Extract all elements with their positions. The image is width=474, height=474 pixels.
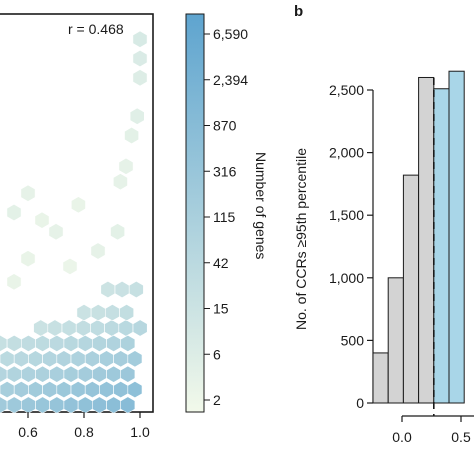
hex-cell bbox=[20, 184, 36, 202]
colorbar-tick-label: 2,394 bbox=[213, 72, 248, 88]
hex-cell bbox=[6, 203, 22, 222]
hex-cell bbox=[120, 396, 136, 414]
colorbar-tick-label: 15 bbox=[213, 301, 229, 317]
hexbin-x-tick-label: 0.6 bbox=[18, 424, 38, 440]
panel-b-letter: b bbox=[294, 3, 303, 20]
histogram-y-label: No. of CCRs ≥95th percentile bbox=[293, 148, 309, 330]
hex-cell bbox=[120, 334, 136, 352]
hex-cell bbox=[34, 211, 50, 229]
hex-cell bbox=[120, 365, 136, 383]
histogram-bars bbox=[372, 70, 465, 416]
hex-cell bbox=[20, 250, 36, 268]
histogram-y-tick-label: 0 bbox=[356, 395, 364, 411]
histogram-y-tick-label: 2,500 bbox=[329, 82, 364, 98]
histogram-bar bbox=[433, 88, 450, 404]
colorbar-tick-label: 2 bbox=[213, 392, 221, 408]
hexbin-x-tick-label: 1.0 bbox=[130, 424, 150, 440]
histogram-panel: b No. of CCRs ≥95th percentile 0 500 1,000… bbox=[293, 3, 474, 445]
hex-cell bbox=[110, 223, 125, 241]
hex-cell bbox=[62, 257, 78, 275]
hex-cell bbox=[124, 126, 139, 145]
hexbin-panel: r = 0.468 0.6 0.8 1.0 bbox=[0, 13, 154, 440]
hexbin-x-axis: 0.6 0.8 1.0 bbox=[18, 412, 150, 440]
hexbin-cells bbox=[0, 30, 148, 414]
histogram-bar bbox=[372, 352, 389, 404]
hex-cell bbox=[113, 173, 128, 191]
hex-cell bbox=[132, 319, 148, 337]
histogram-axes: 0 500 1,000 1,500 2,000 2,500 0.0 0.5 bbox=[329, 82, 474, 445]
colorbar-label: Number of genes bbox=[253, 152, 269, 259]
hex-cell bbox=[132, 69, 148, 87]
hex-cell bbox=[71, 196, 86, 214]
colorbar-tick-label: 115 bbox=[213, 209, 236, 225]
colorbar: 6,590 2,394 870 316 115 42 15 6 2 Number of gene… bbox=[185, 13, 269, 413]
histogram-bar bbox=[418, 76, 435, 404]
hex-cell bbox=[129, 107, 145, 125]
histogram-y-tick-label: 2,000 bbox=[329, 145, 364, 161]
colorbar-ticks: 6,590 2,394 870 316 115 42 15 6 2 bbox=[204, 26, 248, 408]
hex-cell bbox=[90, 242, 106, 260]
hex-cell bbox=[127, 350, 143, 368]
histogram-bar bbox=[448, 70, 465, 404]
hex-cell bbox=[128, 280, 144, 299]
hex-cell bbox=[118, 157, 134, 175]
histogram-x-tick-label: 0.0 bbox=[392, 429, 412, 445]
histogram-y-tick-label: 1,000 bbox=[329, 270, 364, 286]
hexbin-x-tick-label: 0.8 bbox=[74, 424, 94, 440]
hex-cell bbox=[6, 273, 22, 291]
colorbar-tick-label: 42 bbox=[213, 255, 229, 271]
hex-cell bbox=[132, 30, 148, 48]
histogram-bar bbox=[387, 277, 404, 404]
histogram-bar bbox=[402, 174, 420, 404]
histogram-y-tick-label: 1,500 bbox=[329, 207, 364, 223]
colorbar-gradient bbox=[185, 13, 205, 413]
hex-cell bbox=[132, 49, 148, 68]
histogram-y-tick-label: 500 bbox=[341, 332, 365, 348]
colorbar-tick-label: 6,590 bbox=[213, 26, 248, 42]
histogram-x-tick-label: 0.5 bbox=[451, 429, 471, 445]
correlation-annotation: r = 0.468 bbox=[68, 21, 124, 37]
hex-cell bbox=[119, 304, 135, 322]
colorbar-tick-label: 316 bbox=[213, 163, 237, 179]
hex-cell bbox=[127, 381, 143, 399]
colorbar-tick-label: 870 bbox=[213, 118, 237, 134]
hex-cell bbox=[48, 223, 64, 241]
colorbar-tick-label: 6 bbox=[213, 346, 221, 362]
